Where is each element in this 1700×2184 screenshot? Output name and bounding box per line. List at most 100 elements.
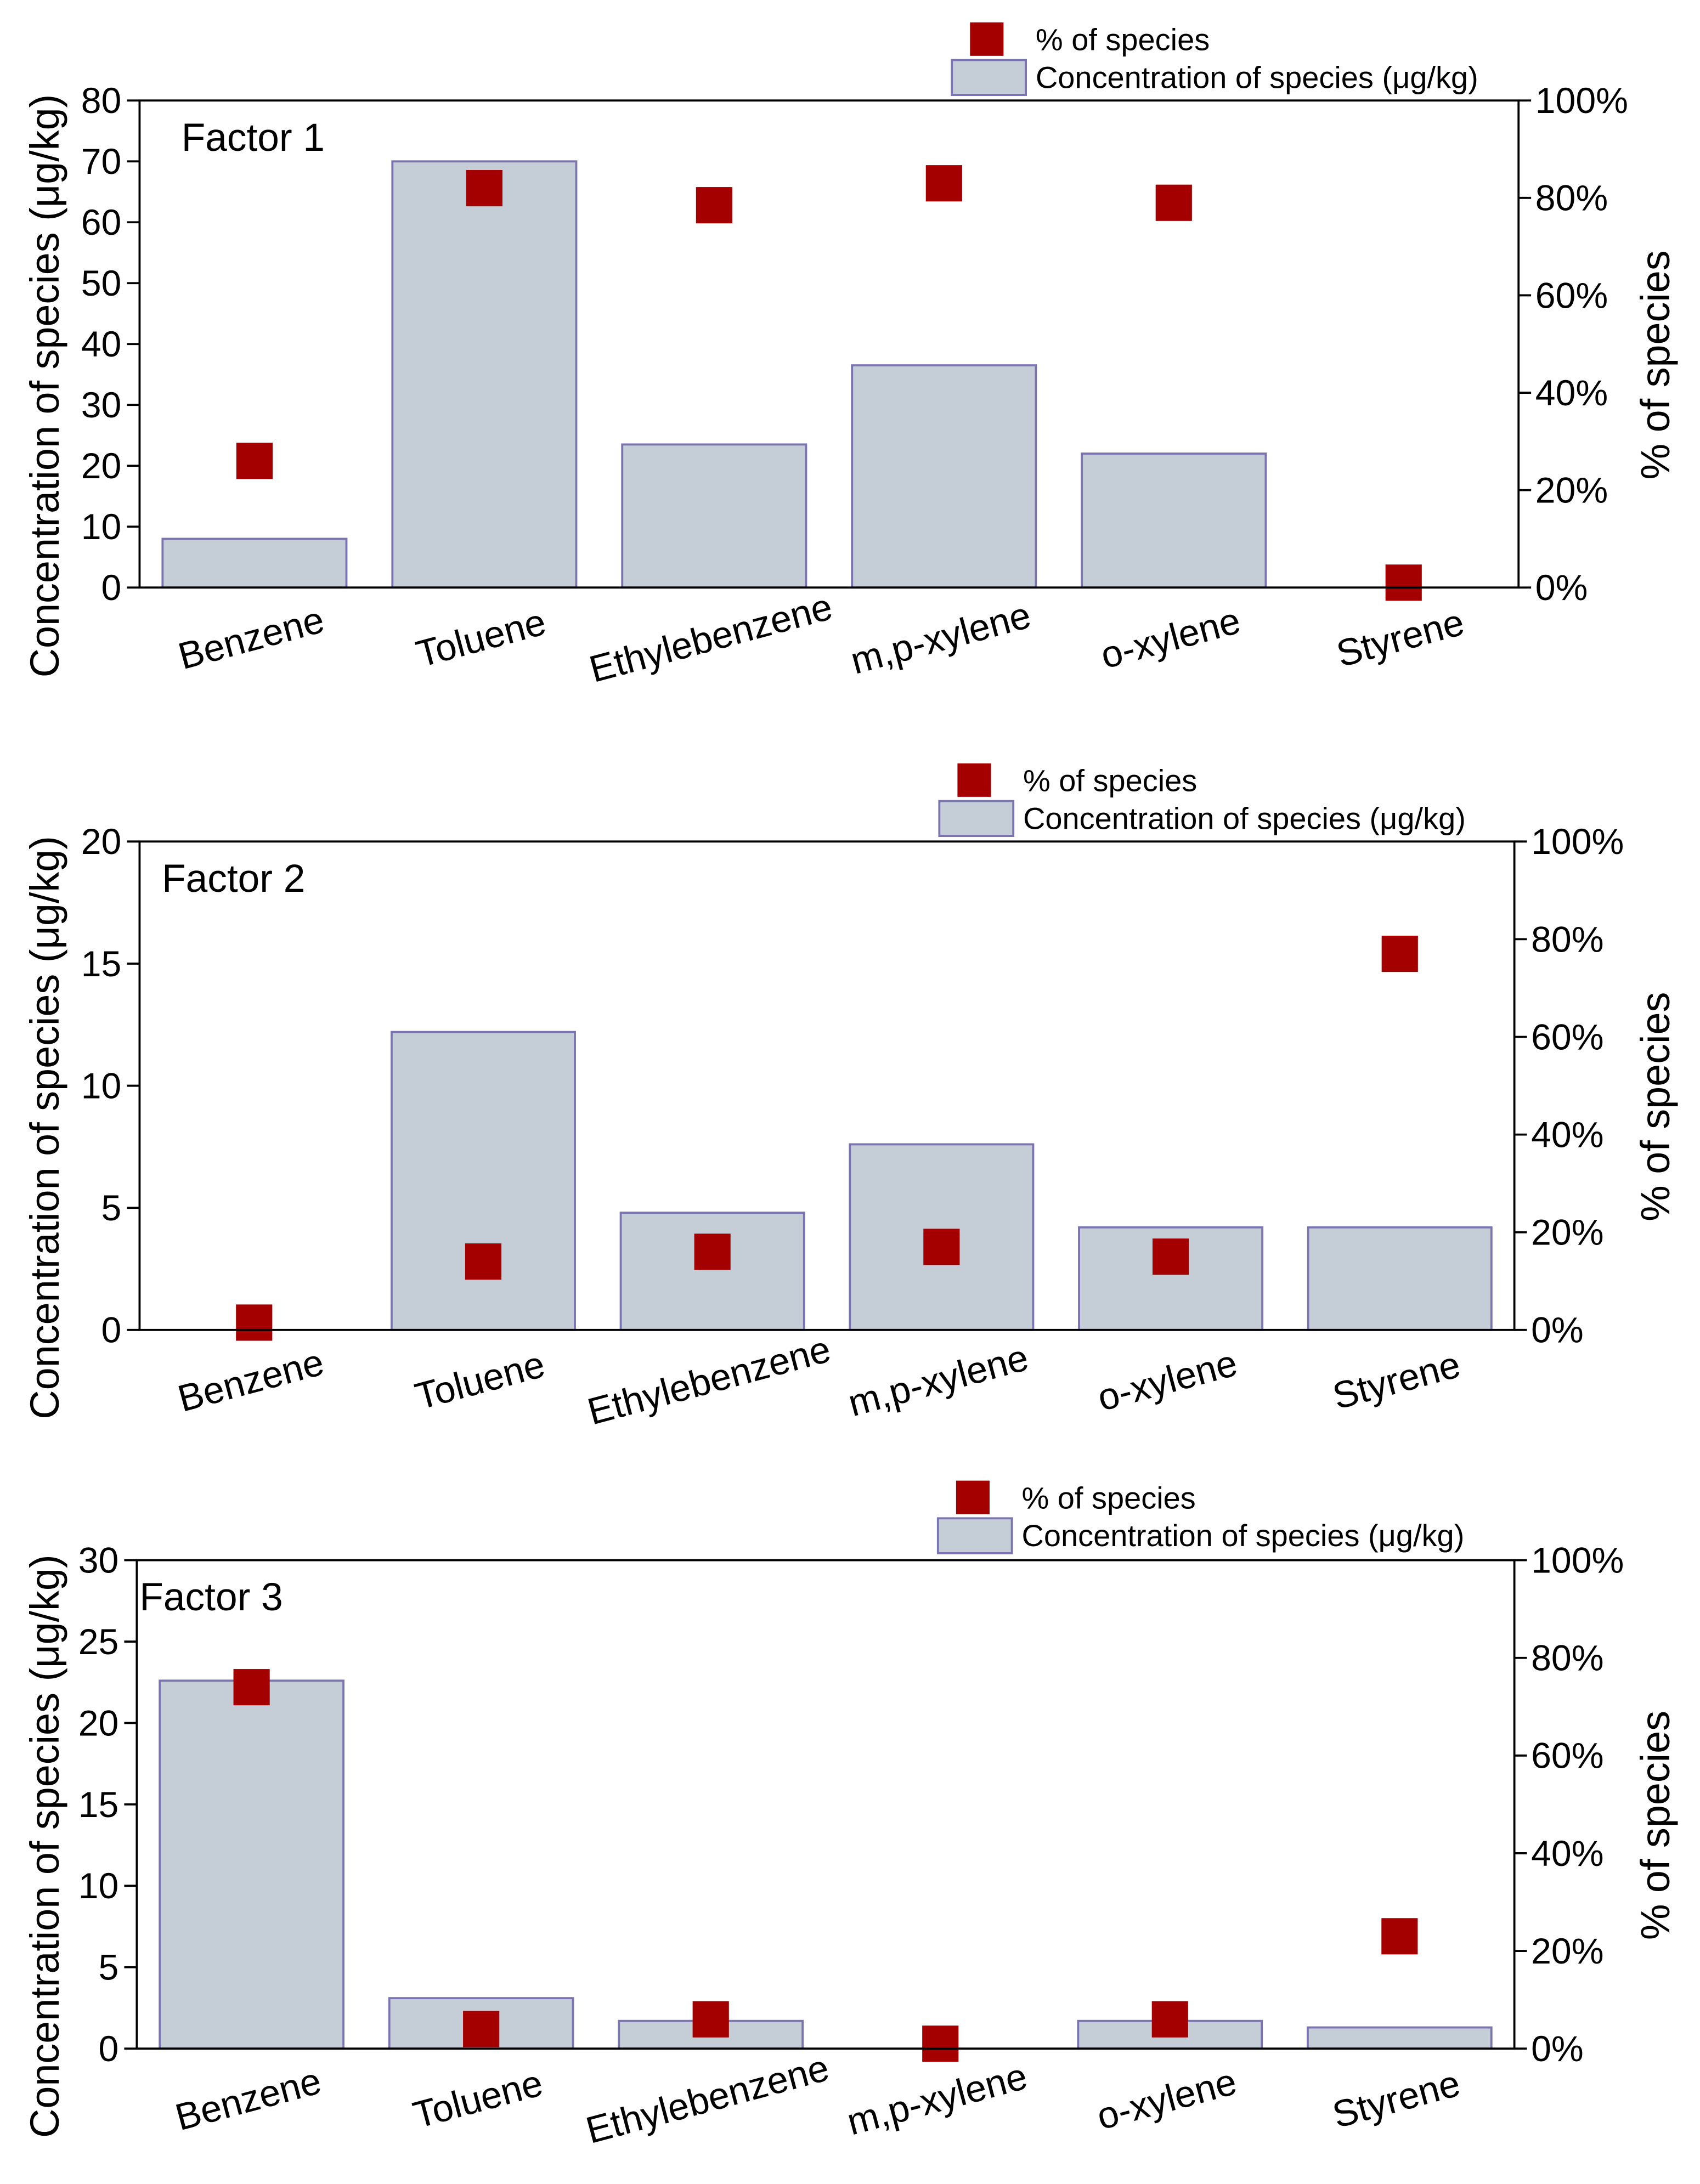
bar xyxy=(159,1679,344,2050)
y2-tick-label: 40% xyxy=(1531,1834,1603,1874)
y2-tick-label: 100% xyxy=(1531,822,1624,862)
bar xyxy=(161,537,348,589)
y-tick-label: 10 xyxy=(81,1066,122,1106)
legend-label: Concentration of species (μg/kg) xyxy=(1023,801,1466,835)
y-tick-label: 50 xyxy=(81,263,122,304)
y2-tick-label: 80% xyxy=(1531,1638,1603,1679)
legend-label: Concentration of species (μg/kg) xyxy=(1021,1518,1464,1553)
bar xyxy=(1307,2026,1493,2050)
y2-axis-title: % of species xyxy=(1633,1711,1678,1940)
legend-label: Concentration of species (μg/kg) xyxy=(1036,60,1478,94)
y-tick-label: 30 xyxy=(81,385,122,426)
y-tick-label: 40 xyxy=(81,324,122,365)
legend-swatch xyxy=(936,1517,1013,1554)
scatter-marker xyxy=(925,165,962,202)
y-tick-label: 20 xyxy=(78,1703,119,1744)
legend-swatch xyxy=(938,800,1015,838)
scatter-marker xyxy=(923,1229,960,1265)
y2-tick-label: 60% xyxy=(1531,1017,1603,1057)
y-tick-label: 15 xyxy=(81,944,122,985)
bar xyxy=(851,364,1037,589)
scatter-marker xyxy=(1155,184,1192,221)
x-tick-label: Benzene xyxy=(173,1340,328,1420)
y2-axis-title: % of species xyxy=(1633,992,1678,1221)
y-tick-label: 25 xyxy=(78,1622,119,1662)
y-tick-label: 0 xyxy=(98,2029,118,2069)
bar xyxy=(619,1212,805,1331)
x-tick-label: o-xylene xyxy=(1092,2060,1241,2138)
x-tick-label: Benzene xyxy=(171,2059,326,2139)
legend-label: % of species xyxy=(1021,1480,1195,1515)
y-tick-label: 60 xyxy=(81,202,122,243)
y-tick-label: 5 xyxy=(98,1948,118,1988)
y-axis-title: Concentration of species (μg/kg) xyxy=(22,1554,67,2137)
scatter-marker xyxy=(696,187,732,224)
x-tick-label: Styrene xyxy=(1328,2062,1465,2136)
scatter-marker xyxy=(1381,1918,1418,1955)
y-tick-label: 10 xyxy=(78,1866,119,1906)
x-tick-label: o-xylene xyxy=(1096,599,1245,677)
scatter-marker xyxy=(236,1304,273,1341)
scatter-marker xyxy=(1385,564,1422,601)
scatter-marker xyxy=(1152,1238,1189,1275)
panel-title: Factor 2 xyxy=(162,857,305,901)
y2-tick-label: 0% xyxy=(1531,2029,1584,2069)
x-tick-label: Benzene xyxy=(174,598,329,678)
y2-tick-label: 100% xyxy=(1531,1541,1624,1581)
y-tick-label: 5 xyxy=(101,1188,122,1229)
x-tick-label: Ethylebenzene xyxy=(583,1328,835,1433)
y2-tick-label: 0% xyxy=(1531,1310,1584,1351)
legend-label: % of species xyxy=(1036,22,1210,57)
bar xyxy=(390,1031,576,1331)
legend-swatch xyxy=(970,22,1004,56)
y-tick-label: 0 xyxy=(101,1310,122,1351)
panel-title: Factor 3 xyxy=(139,1576,283,1619)
y-tick-label: 70 xyxy=(81,142,122,182)
y2-tick-label: 80% xyxy=(1535,178,1608,219)
x-tick-label: Ethylebenzene xyxy=(585,585,837,691)
bar xyxy=(621,443,807,589)
y2-tick-label: 20% xyxy=(1531,1213,1603,1253)
plot-frame xyxy=(138,840,1516,1331)
y-axis-title: Concentration of species (μg/kg) xyxy=(22,836,67,1419)
y-tick-label: 20 xyxy=(81,446,122,486)
legend-swatch xyxy=(951,59,1027,96)
y2-tick-label: 20% xyxy=(1531,1931,1603,1972)
y-tick-label: 0 xyxy=(101,568,122,608)
panel-title: Factor 1 xyxy=(182,116,325,160)
y2-tick-label: 60% xyxy=(1531,1736,1603,1776)
y2-tick-label: 100% xyxy=(1535,81,1628,121)
y2-tick-label: 0% xyxy=(1535,568,1588,608)
x-tick-label: m,p-xylene xyxy=(844,1336,1032,1424)
scatter-marker xyxy=(692,2001,729,2038)
scatter-marker xyxy=(466,170,502,207)
scatter-marker xyxy=(236,443,273,479)
x-tick-label: Toluene xyxy=(411,1343,549,1418)
x-tick-label: Styrene xyxy=(1328,1343,1465,1418)
scatter-marker xyxy=(465,1243,502,1280)
y-tick-label: 20 xyxy=(81,822,122,862)
scatter-marker xyxy=(1151,2001,1188,2038)
x-tick-label: Toluene xyxy=(409,2062,547,2137)
legend-label: % of species xyxy=(1023,763,1197,798)
scatter-marker xyxy=(694,1234,731,1270)
scatter-marker xyxy=(1381,936,1418,972)
y-axis-title: Concentration of species (μg/kg) xyxy=(22,94,67,677)
y-tick-label: 80 xyxy=(81,81,122,121)
y2-tick-label: 40% xyxy=(1531,1115,1603,1156)
scatter-marker xyxy=(922,2025,959,2062)
y2-axis-title: % of species xyxy=(1633,250,1678,479)
x-tick-label: m,p-xylene xyxy=(846,593,1035,682)
scatter-marker xyxy=(233,1669,270,1706)
y2-tick-label: 40% xyxy=(1535,373,1608,414)
x-tick-label: m,p-xylene xyxy=(843,2055,1031,2143)
y-tick-label: 30 xyxy=(78,1541,119,1581)
y2-tick-label: 20% xyxy=(1535,471,1608,511)
x-tick-label: o-xylene xyxy=(1093,1342,1242,1419)
y-tick-label: 10 xyxy=(81,507,122,547)
y2-tick-label: 80% xyxy=(1531,919,1603,960)
x-tick-label: Ethylebenzene xyxy=(581,2046,833,2152)
bar xyxy=(391,160,578,589)
